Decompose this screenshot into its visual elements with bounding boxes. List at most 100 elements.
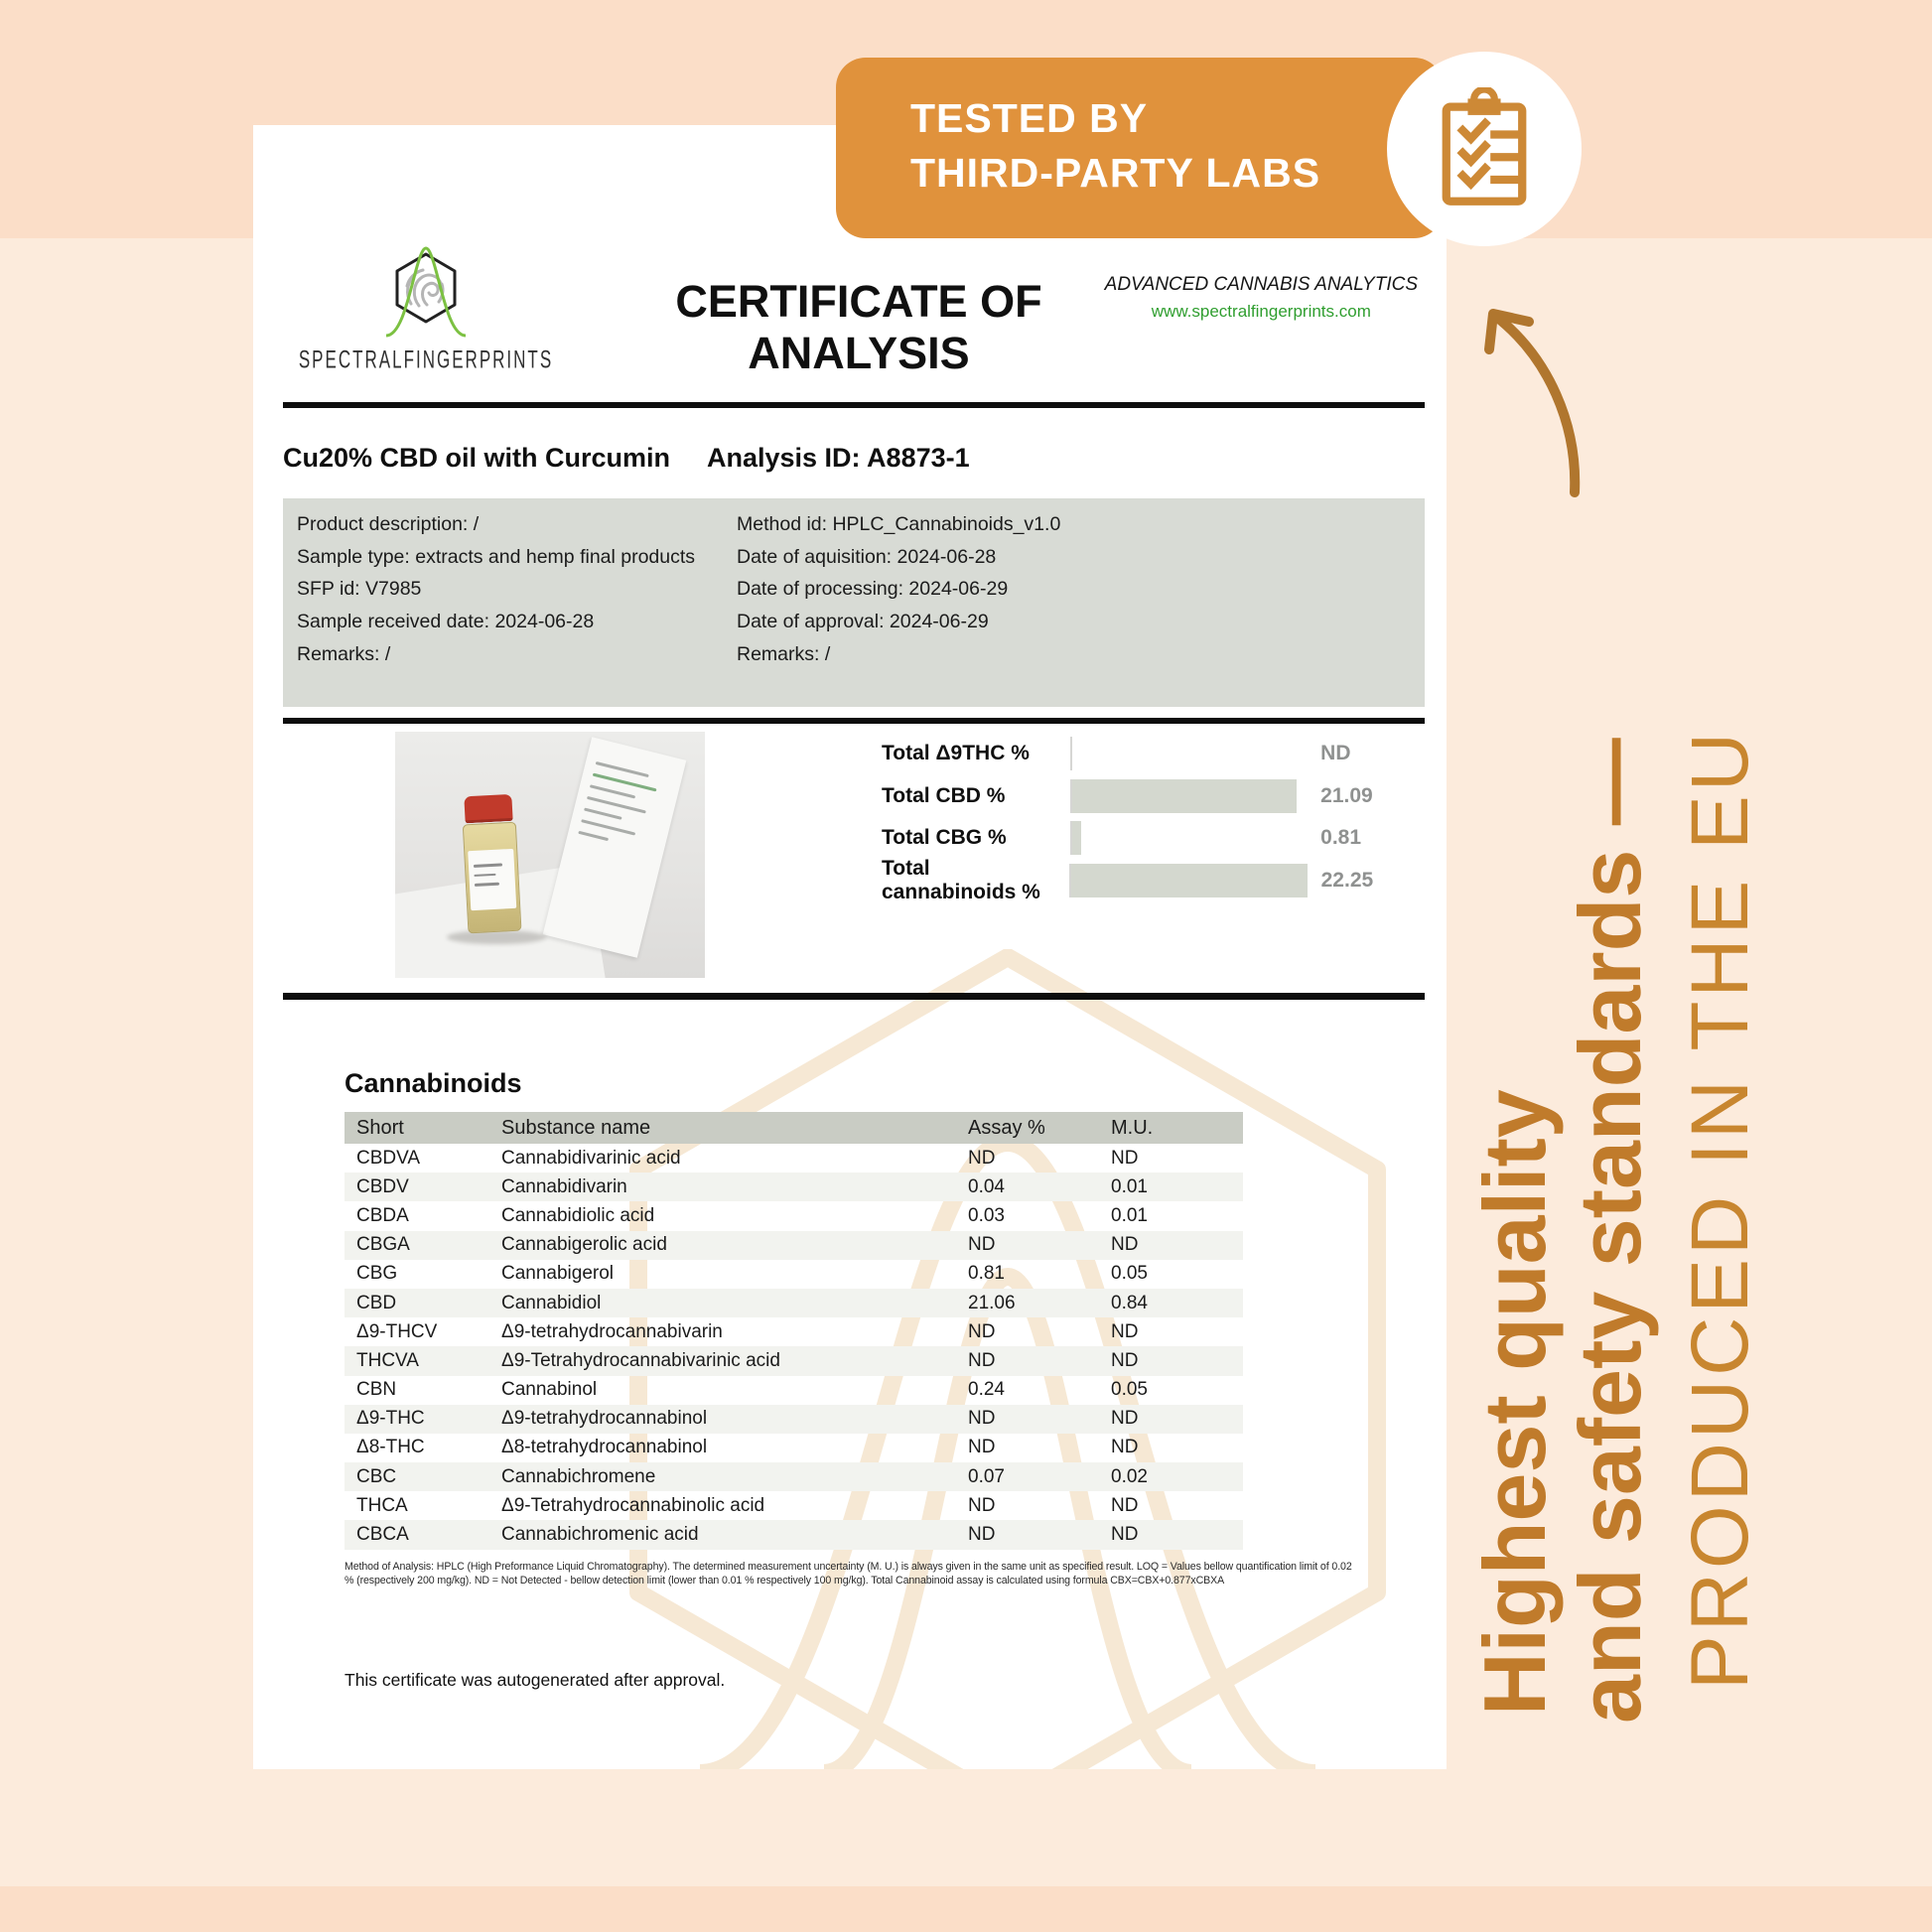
photo-label-card <box>542 737 687 958</box>
cell-substance-name: Cannabichromene <box>501 1465 656 1487</box>
cell-assay: ND <box>968 1234 996 1256</box>
cell-substance-name: Cannabidiolic acid <box>501 1204 655 1226</box>
cell-assay: 0.81 <box>968 1263 1005 1285</box>
sample-info-right-column: Method id: HPLC_Cannabinoids_v1.0 Date o… <box>737 508 1060 671</box>
badge-circle <box>1387 52 1582 246</box>
cell-assay: 0.07 <box>968 1465 1005 1487</box>
cell-substance-name: Cannabinol <box>501 1379 598 1401</box>
lab-tagline-block: ADVANCED CANNABIS ANALYTICS www.spectral… <box>1105 274 1418 322</box>
lab-website-link[interactable]: www.spectralfingerprints.com <box>1151 302 1371 321</box>
chart-bar-track <box>1069 778 1307 813</box>
cell-substance-name: Cannabidiol <box>501 1292 602 1313</box>
column-header-short: Short <box>356 1116 404 1139</box>
totals-bar-chart: Total Δ9THC % ND Total CBD % 21.09 Total… <box>882 733 1398 903</box>
info-line: Date of processing: 2024-06-29 <box>737 578 1009 601</box>
cell-mu: ND <box>1111 1234 1139 1256</box>
table-row: CBN Cannabinol 0.24 0.05 <box>345 1376 1243 1405</box>
logo-wordmark: SPECTRALFINGERPRINTS <box>298 345 554 374</box>
chart-row: Total CBD % 21.09 <box>882 775 1398 818</box>
cell-assay: ND <box>968 1349 996 1371</box>
chart-bar-track <box>1068 863 1308 897</box>
badge-line-1: TESTED BY <box>910 95 1149 141</box>
tested-by-badge: TESTED BY THIRD-PARTY LABS <box>836 58 1444 238</box>
cell-substance-name: Cannabichromenic acid <box>501 1524 699 1546</box>
cell-assay: 0.24 <box>968 1379 1005 1401</box>
bottom-background-band <box>0 1886 1932 1932</box>
cell-substance-name: Δ8-tetrahydrocannabinol <box>501 1437 708 1458</box>
cell-mu: ND <box>1111 1349 1139 1371</box>
info-line: Remarks: / <box>737 642 831 665</box>
info-line: Sample type: extracts and hemp final pro… <box>297 545 696 568</box>
cell-mu: 0.01 <box>1111 1204 1148 1226</box>
cell-mu: ND <box>1111 1147 1139 1169</box>
cell-short: THCA <box>356 1494 408 1516</box>
vial-body <box>462 821 522 934</box>
curved-arrow-icon <box>1484 309 1581 497</box>
cell-short: CBCA <box>356 1524 409 1546</box>
column-header-assay: Assay % <box>968 1116 1045 1139</box>
certificate-paper: SPECTRALFINGERPRINTS CERTIFICATE OF ANAL… <box>253 125 1447 1769</box>
sample-info-box: Product description: / Sample type: extr… <box>283 498 1425 707</box>
chart-row: Total CBG % 0.81 <box>882 817 1398 860</box>
column-header-substance: Substance name <box>501 1116 651 1139</box>
cell-assay: 0.03 <box>968 1204 1005 1226</box>
info-line: Product description: / <box>297 513 480 535</box>
cell-mu: ND <box>1111 1320 1139 1342</box>
cell-assay: ND <box>968 1524 996 1546</box>
chart-row: Total cannabinoids % 22.25 <box>882 856 1398 903</box>
cannabinoids-table: Short Substance name Assay % M.U. CBDVA … <box>345 1112 1243 1550</box>
cell-mu: ND <box>1111 1524 1139 1546</box>
side-slogan-line-1: Highest quality <box>1465 1089 1564 1716</box>
cell-mu: ND <box>1111 1494 1139 1516</box>
chart-category-label: Total CBG % <box>882 826 1007 850</box>
info-line: Date of aquisition: 2024-06-28 <box>737 545 997 568</box>
chart-bar-track <box>1069 737 1307 771</box>
autogenerated-note: This certificate was autogenerated after… <box>345 1670 726 1690</box>
table-row: Δ8-THC Δ8-tetrahydrocannabinol ND ND <box>345 1434 1243 1462</box>
table-row: Δ9-THC Δ9-tetrahydrocannabinol ND ND <box>345 1404 1243 1434</box>
cell-short: Δ9-THCV <box>356 1320 438 1342</box>
sample-vial <box>461 793 523 938</box>
chart-value-label: 21.09 <box>1320 783 1373 807</box>
side-slogan-line-2: and safety standards — <box>1561 738 1659 1724</box>
cell-short: CBN <box>356 1379 397 1401</box>
table-header-row: Short Substance name Assay % M.U. <box>345 1112 1243 1144</box>
cell-mu: ND <box>1111 1408 1139 1430</box>
cell-substance-name: Cannabidivarin <box>501 1175 627 1197</box>
cell-assay: 0.04 <box>968 1175 1005 1197</box>
info-line: Sample received date: 2024-06-28 <box>297 611 595 633</box>
table-row: CBDV Cannabidivarin 0.04 0.01 <box>345 1173 1243 1202</box>
divider <box>283 718 1425 724</box>
column-header-mu: M.U. <box>1111 1116 1154 1139</box>
chart-value-label: 22.25 <box>1320 868 1374 892</box>
analysis-id: Analysis ID: A8873-1 <box>707 443 970 473</box>
info-line: SFP id: V7985 <box>297 578 422 601</box>
cell-short: CBDVA <box>356 1147 421 1169</box>
badge-line-2: THIRD-PARTY LABS <box>910 150 1321 196</box>
vial-label <box>468 848 517 911</box>
cannabinoids-section-title: Cannabinoids <box>345 1068 522 1098</box>
cell-short: Δ9-THC <box>356 1408 425 1430</box>
cell-assay: ND <box>968 1320 996 1342</box>
cell-substance-name: Δ9-tetrahydrocannabinol <box>501 1408 708 1430</box>
chart-category-label: Total Δ9THC % <box>882 742 1030 765</box>
lab-tagline: ADVANCED CANNABIS ANALYTICS <box>1104 274 1418 295</box>
table-row: CBGA Cannabigerolic acid ND ND <box>345 1230 1243 1260</box>
page-title: CERTIFICATE OF ANALYSIS <box>675 276 1042 378</box>
cell-substance-name: Cannabidivarinic acid <box>501 1147 681 1169</box>
vial-shadow <box>447 930 546 944</box>
cell-assay: 21.06 <box>968 1292 1016 1313</box>
cell-mu: ND <box>1111 1437 1139 1458</box>
divider <box>283 993 1425 1000</box>
table-row: CBC Cannabichromene 0.07 0.02 <box>345 1462 1243 1492</box>
table-row: CBDVA Cannabidivarinic acid ND ND <box>345 1144 1243 1173</box>
cell-mu: 0.05 <box>1111 1263 1148 1285</box>
divider <box>283 402 1425 408</box>
chart-row: Total Δ9THC % ND <box>882 733 1398 775</box>
cell-short: CBDV <box>356 1175 409 1197</box>
table-row: CBD Cannabidiol 21.06 0.84 <box>345 1288 1243 1318</box>
sample-photo <box>395 732 705 978</box>
chart-category-label: Total cannabinoids % <box>882 856 1040 903</box>
chart-bar <box>1071 778 1297 813</box>
table-row: THCA Δ9-Tetrahydrocannabinolic acid ND N… <box>345 1491 1243 1520</box>
